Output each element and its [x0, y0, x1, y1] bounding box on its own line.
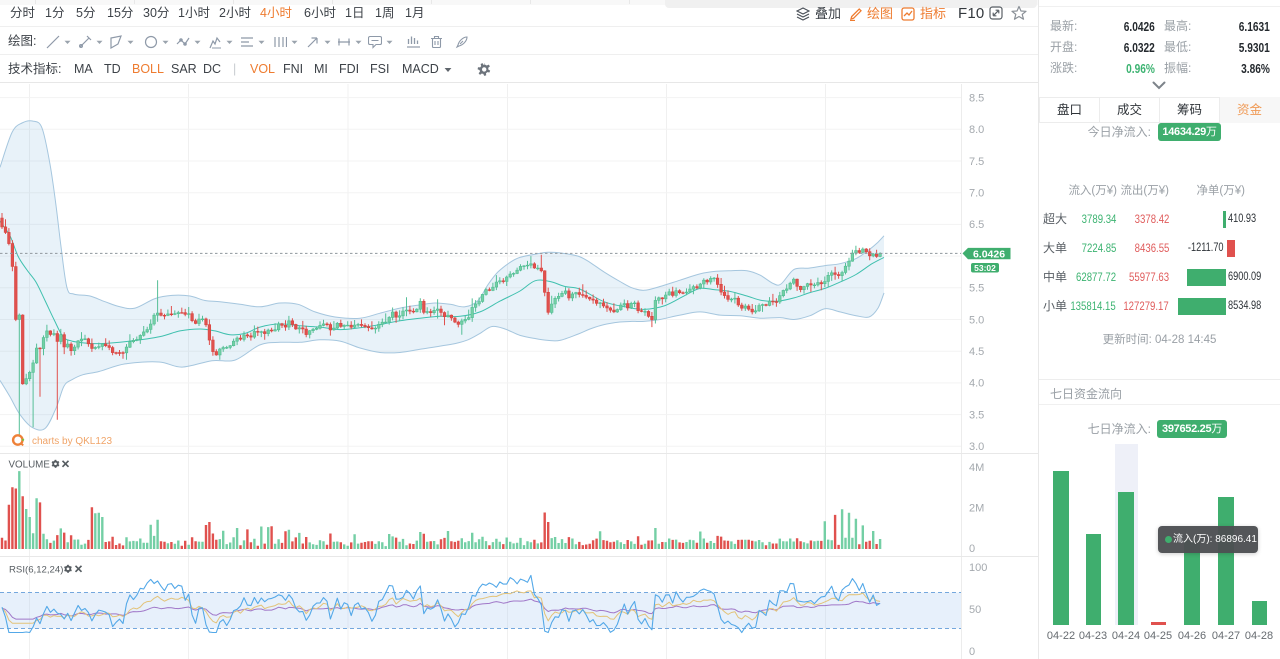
svg-text:5.0: 5.0	[969, 314, 984, 326]
svg-text:4M: 4M	[969, 462, 984, 474]
svg-text:5.5: 5.5	[969, 283, 984, 295]
svg-text:0: 0	[969, 646, 975, 658]
svg-text:50: 50	[969, 604, 981, 616]
svg-text:8.5: 8.5	[969, 92, 984, 104]
svg-text:7.5: 7.5	[969, 156, 984, 168]
svg-text:0: 0	[969, 543, 975, 555]
svg-text:4.5: 4.5	[969, 346, 984, 358]
svg-text:6.0426: 6.0426	[973, 248, 1005, 260]
svg-text:6.5: 6.5	[969, 219, 984, 231]
svg-text:3.5: 3.5	[969, 409, 984, 421]
svg-text:53:02: 53:02	[974, 263, 996, 273]
svg-text:8.0: 8.0	[969, 124, 984, 136]
svg-text:charts by QKL123: charts by QKL123	[32, 436, 112, 447]
svg-text:RSI(6,12,24): RSI(6,12,24)	[9, 565, 63, 576]
svg-text:2M: 2M	[969, 502, 984, 514]
svg-text:4.0: 4.0	[969, 378, 984, 390]
svg-text:100: 100	[969, 562, 987, 574]
svg-text:3.0: 3.0	[969, 441, 984, 453]
svg-text:VOLUME: VOLUME	[9, 460, 51, 471]
svg-text:7.0: 7.0	[969, 188, 984, 200]
